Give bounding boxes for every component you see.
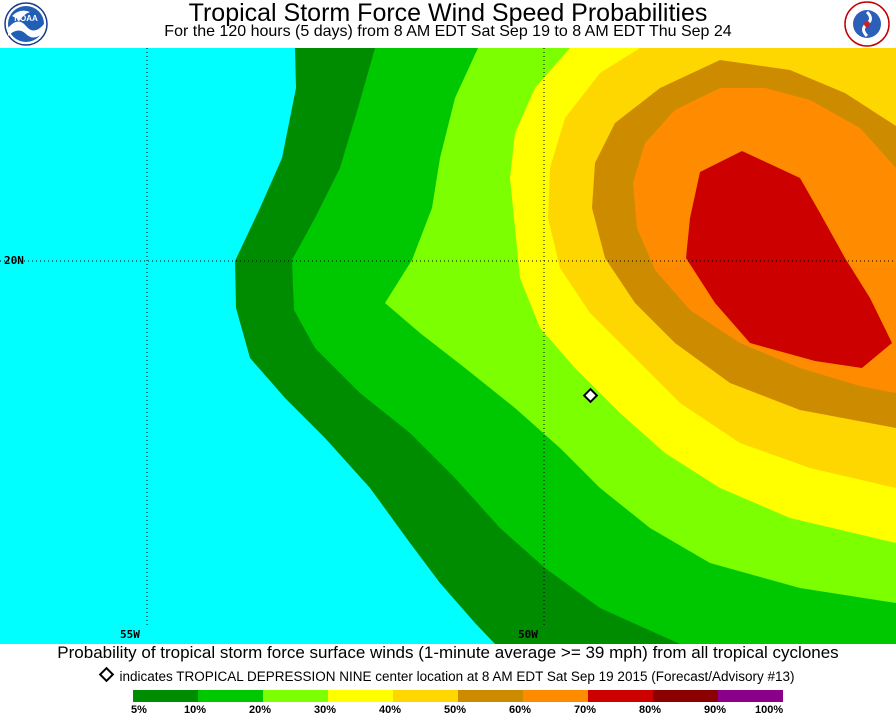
map-caption: Probability of tropical storm force surf… xyxy=(57,643,839,662)
noaa-logo-text: NOAA xyxy=(14,14,38,23)
colorbar-tick-label: 20% xyxy=(249,704,272,716)
contour-70 xyxy=(686,151,892,368)
colorbar-tick-label: 30% xyxy=(314,704,337,716)
noaa-logo: NOAA xyxy=(4,2,48,46)
page-title: Tropical Storm Force Wind Speed Probabil… xyxy=(188,0,708,27)
lat-label-20n: 20N xyxy=(4,254,24,267)
lon-label-55w: 55W xyxy=(120,628,140,641)
storm-center-diamond-icon xyxy=(582,387,599,404)
colorbar-swatch xyxy=(653,690,718,702)
lon-label-50w: 50W xyxy=(518,628,538,641)
marker-legend-text: indicates TROPICAL DEPRESSION NINE cente… xyxy=(119,669,795,684)
colorbar-tick-label: 10% xyxy=(184,704,207,716)
colorbar-swatch xyxy=(523,690,588,702)
colorbar-swatch xyxy=(263,690,328,702)
colorbar xyxy=(133,690,783,702)
colorbar-tick-label: 90% xyxy=(704,704,727,716)
colorbar-tick-label: 60% xyxy=(509,704,532,716)
probability-contours xyxy=(0,48,896,644)
colorbar-swatch xyxy=(393,690,458,702)
colorbar-tick-label: 50% xyxy=(444,704,467,716)
colorbar-swatch xyxy=(718,690,783,702)
colorbar-tick-label: 40% xyxy=(379,704,402,716)
colorbar-swatch xyxy=(133,690,198,702)
nws-logo xyxy=(844,1,890,47)
map-header: NOAA Tropical Storm Force Wind Speed Pro… xyxy=(0,0,896,48)
diamond-icon xyxy=(99,666,115,683)
colorbar-swatch xyxy=(458,690,523,702)
colorbar-swatch xyxy=(588,690,653,702)
colorbar-swatch xyxy=(328,690,393,702)
colorbar-swatch xyxy=(198,690,263,702)
colorbar-tick-label: 5% xyxy=(131,704,147,716)
colorbar-tick-label: 100% xyxy=(755,704,784,716)
colorbar-tick-label: 70% xyxy=(574,704,597,716)
page-subtitle: For the 120 hours (5 days) from 8 AM EDT… xyxy=(164,23,732,40)
colorbar-tick-label: 80% xyxy=(639,704,662,716)
probability-map: 20N 55W 50W xyxy=(0,48,896,644)
marker-legend: indicates TROPICAL DEPRESSION NINE cente… xyxy=(0,666,896,686)
